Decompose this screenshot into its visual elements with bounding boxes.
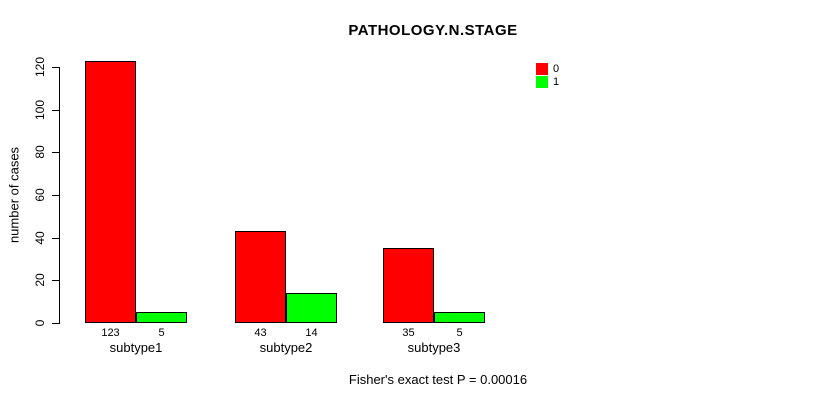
y-tick-label: 100: [33, 99, 47, 121]
chart-title: PATHOLOGY.N.STAGE: [348, 22, 518, 39]
legend-swatch: [536, 76, 548, 88]
category-label: subtype2: [259, 340, 313, 355]
y-tick-label: 0: [33, 319, 47, 327]
bar: [286, 293, 337, 323]
footer-stat-text: Fisher's exact test P = 0.00016: [348, 372, 528, 387]
bar-value-label: 43: [254, 327, 267, 339]
legend-item: 0: [536, 63, 559, 75]
y-tick-label: 120: [33, 56, 47, 78]
y-axis-tick: [52, 67, 59, 68]
y-axis-tick: [52, 152, 59, 153]
bar-value-label: 14: [305, 327, 318, 339]
category-label: subtype1: [109, 340, 163, 355]
legend-item: 1: [536, 76, 559, 88]
y-axis-line: [59, 67, 60, 324]
bar-value-label: 123: [101, 327, 120, 339]
bar: [136, 312, 187, 323]
y-axis-label: number of cases: [6, 146, 22, 244]
bar: [383, 248, 434, 323]
category-label: subtype3: [407, 340, 461, 355]
legend-label: 1: [553, 76, 560, 88]
bar: [85, 61, 136, 323]
y-axis-tick: [52, 195, 59, 196]
y-axis-tick: [52, 238, 59, 239]
y-axis-tick: [52, 280, 59, 281]
y-tick-label: 80: [33, 145, 47, 159]
bar-value-label: 5: [456, 327, 463, 339]
legend-label: 0: [553, 63, 560, 75]
y-axis-tick: [52, 110, 59, 111]
y-tick-label: 20: [33, 273, 47, 287]
y-axis-tick: [52, 323, 59, 324]
legend-swatch: [536, 63, 548, 75]
bar-value-label: 35: [402, 327, 415, 339]
y-tick-label: 60: [33, 188, 47, 202]
y-tick-label: 40: [33, 231, 47, 245]
bar: [235, 231, 286, 323]
bar-value-label: 5: [158, 327, 165, 339]
bar: [434, 312, 485, 323]
